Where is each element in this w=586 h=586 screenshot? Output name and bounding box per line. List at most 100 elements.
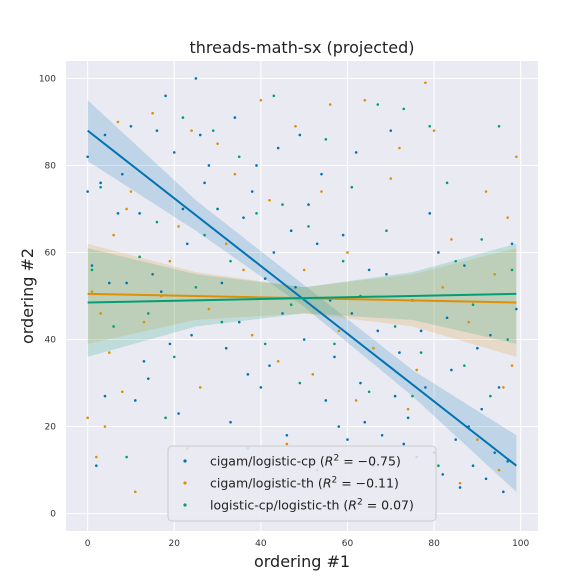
data-point-2 [294, 124, 297, 128]
y-tick-label: 60 [45, 248, 57, 258]
data-point-3 [203, 233, 206, 237]
x-tick-label: 40 [255, 539, 267, 549]
data-point-2 [190, 129, 193, 132]
data-point-1 [419, 329, 423, 333]
data-point-2 [515, 155, 518, 159]
data-point-2 [133, 490, 137, 494]
y-tick-label: 20 [45, 423, 57, 433]
data-point-1 [315, 242, 319, 246]
data-point-2 [510, 364, 514, 367]
data-point-1 [437, 251, 440, 254]
legend-marker-2 [183, 481, 187, 485]
data-point-1 [237, 320, 241, 324]
data-point-1 [108, 281, 111, 285]
legend-entry-2: cigam/logistic-th (R2 = −0.11) [210, 476, 399, 491]
data-point-1 [276, 146, 280, 150]
x-tick-labels: 0 20 40 60 80 100 [85, 539, 530, 549]
data-point-2 [216, 142, 219, 145]
chart-title: threads-math-sx (projected) [189, 38, 414, 57]
data-point-1 [229, 420, 232, 424]
data-point-1 [185, 242, 189, 246]
data-point-1 [220, 281, 224, 285]
data-point-3 [341, 259, 345, 263]
x-tick-label: 0 [85, 539, 91, 549]
data-point-3 [281, 203, 284, 206]
data-point-1 [272, 251, 276, 254]
data-point-1 [129, 124, 133, 128]
data-point-2 [207, 307, 211, 311]
confidence-band-1 [87, 100, 517, 492]
data-point-1 [354, 151, 358, 154]
data-point-1 [307, 203, 310, 206]
data-point-3 [181, 116, 185, 119]
data-point-1 [259, 386, 263, 389]
data-point-2 [311, 373, 315, 376]
data-point-1 [133, 399, 137, 402]
data-point-2 [467, 320, 471, 324]
data-point-1 [493, 451, 496, 454]
data-point-1 [207, 164, 211, 167]
data-point-2 [398, 146, 401, 150]
confidence-band-3 [87, 243, 517, 357]
data-point-3 [324, 138, 328, 141]
data-point-1 [116, 212, 120, 215]
data-point-1 [198, 133, 202, 137]
confidence-bands [87, 100, 517, 492]
data-point-1 [242, 216, 245, 219]
data-point-2 [285, 442, 289, 446]
data-point-1 [203, 181, 206, 185]
data-point-2 [116, 120, 120, 124]
data-point-2 [276, 359, 280, 363]
data-point-3 [229, 259, 232, 263]
data-point-3 [428, 124, 432, 128]
legend: cigam/logistic-cp (R2 = −0.75) cigam/logi… [167, 445, 437, 522]
data-point-3 [263, 342, 267, 346]
data-point-1 [103, 394, 107, 398]
legend-box [167, 445, 437, 522]
data-point-1 [489, 333, 492, 337]
data-point-1 [289, 229, 293, 233]
data-point-1 [333, 355, 336, 359]
data-point-1 [155, 129, 159, 132]
data-point-1 [380, 433, 384, 437]
data-point-1 [255, 164, 258, 167]
data-point-1 [168, 342, 172, 346]
data-point-1 [341, 233, 345, 237]
data-point-1 [103, 133, 107, 137]
data-point-3 [99, 185, 102, 189]
data-point-2 [95, 455, 98, 459]
y-tick-labels: 0 20 40 60 80 100 [39, 74, 56, 519]
legend-marker-1 [183, 459, 187, 463]
data-point-1 [294, 285, 297, 289]
data-point-2 [372, 346, 375, 350]
data-point-2 [406, 407, 410, 411]
data-point-1 [424, 386, 427, 389]
data-point-2 [346, 251, 349, 254]
data-point-3 [255, 212, 258, 215]
data-point-2 [476, 438, 479, 441]
data-point-3 [146, 312, 150, 315]
data-point-2 [242, 268, 245, 272]
data-point-3 [164, 416, 167, 420]
data-point-1 [125, 281, 128, 285]
data-point-1 [177, 412, 180, 415]
data-point-3 [155, 220, 159, 224]
data-point-1 [233, 116, 237, 119]
data-point-2 [493, 272, 496, 276]
data-point-1 [298, 133, 302, 137]
data-point-2 [415, 368, 419, 372]
y-tick-label: 80 [45, 161, 57, 171]
data-point-1 [190, 333, 193, 337]
data-point-3 [393, 325, 397, 328]
data-point-3 [411, 394, 414, 398]
data-point-3 [125, 455, 128, 459]
data-point-2 [233, 172, 237, 176]
data-point-1 [402, 442, 406, 446]
data-point-1 [159, 290, 163, 293]
data-point-2 [151, 111, 154, 115]
data-point-2 [103, 425, 107, 428]
data-point-1 [120, 172, 124, 176]
data-point-2 [268, 198, 271, 202]
